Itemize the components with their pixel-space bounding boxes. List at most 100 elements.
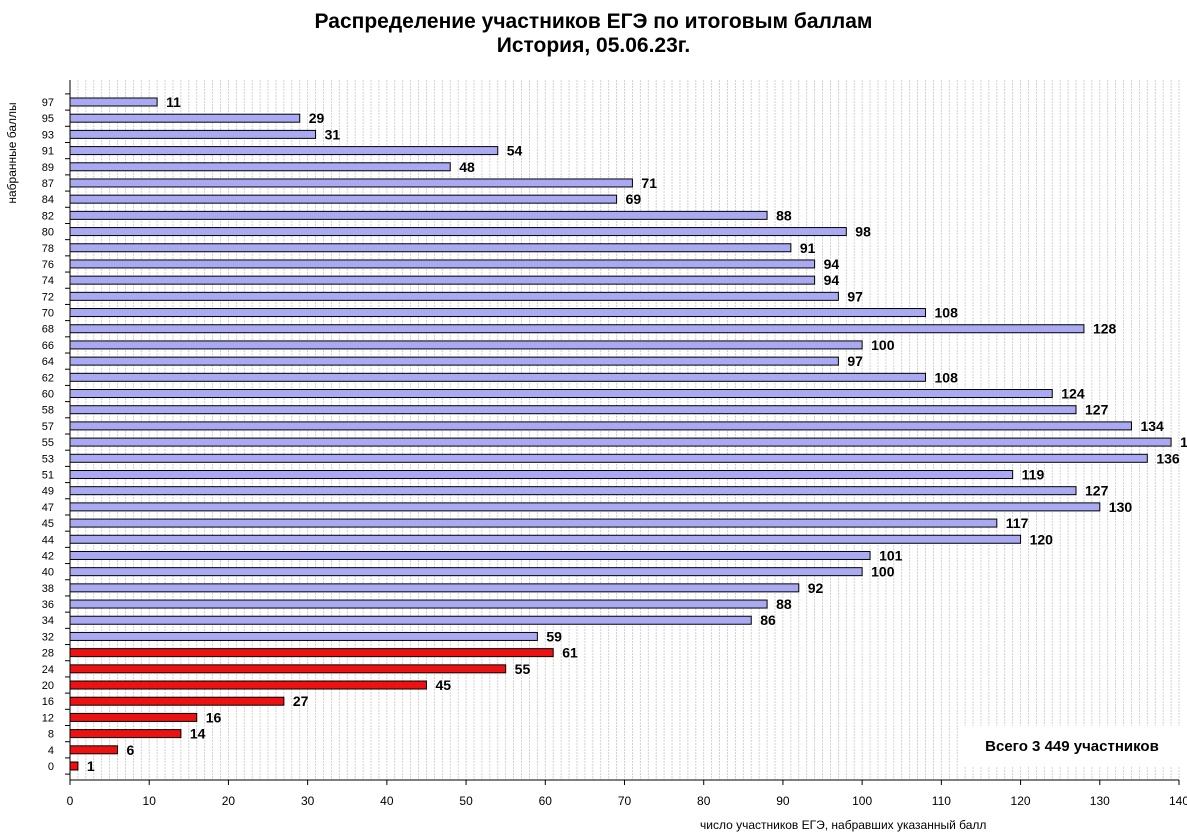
chart-subtitle: История, 05.06.23г.: [496, 34, 691, 57]
bar: [69, 729, 182, 739]
data-label: 69: [626, 191, 642, 207]
x-tick-label: 0: [67, 794, 74, 808]
bar: [69, 324, 1085, 334]
bar: [69, 146, 499, 156]
bar: [69, 502, 1101, 512]
data-label: 86: [760, 612, 776, 628]
y-tick-label: 53: [42, 453, 54, 465]
data-label: 61: [562, 645, 578, 661]
data-label: 120: [1030, 531, 1054, 547]
y-tick-label: 34: [42, 615, 54, 627]
bar: [69, 599, 768, 609]
y-tick-label: 12: [42, 712, 54, 724]
y-tick-label: 76: [42, 259, 54, 271]
y-tick-label: 82: [42, 210, 54, 222]
bar: [69, 178, 633, 188]
x-tick-label: 120: [1011, 794, 1031, 808]
data-label: 134: [1140, 418, 1164, 434]
bar: [69, 453, 1148, 463]
bar: [69, 275, 816, 285]
bar: [69, 129, 317, 139]
data-label: 108: [935, 369, 959, 385]
y-tick-label: 97: [42, 97, 54, 109]
total-annotation: Всего 3 449 участников: [961, 726, 1183, 766]
data-label: 88: [776, 596, 792, 612]
bar: [69, 162, 451, 172]
data-label: 88: [776, 207, 792, 223]
x-tick-label: 40: [380, 794, 394, 808]
y-tick-label: 0: [48, 761, 54, 773]
y-tick-label: 66: [42, 340, 54, 352]
y-tick-label: 74: [42, 275, 54, 287]
data-label: 100: [871, 564, 895, 580]
y-tick-label: 62: [42, 372, 54, 384]
data-label: 59: [546, 628, 562, 644]
bar: [69, 243, 792, 253]
data-label: 136: [1156, 450, 1180, 466]
bar: [69, 696, 285, 706]
bar: [69, 210, 768, 220]
y-tick-label: 95: [42, 113, 54, 125]
x-tick-label: 130: [1090, 794, 1110, 808]
bar: [69, 615, 752, 625]
bar: [69, 469, 1014, 479]
data-label: 45: [435, 677, 451, 693]
data-label: 55: [515, 661, 531, 677]
data-label: 130: [1109, 499, 1133, 515]
data-label: 16: [206, 709, 222, 725]
bar: [69, 372, 927, 382]
x-tick-label: 100: [852, 794, 872, 808]
data-label: 29: [309, 110, 325, 126]
bar: [69, 227, 847, 237]
y-tick-label: 93: [42, 129, 54, 141]
data-label: 127: [1085, 402, 1109, 418]
x-tick-label: 60: [539, 794, 553, 808]
bar: [69, 567, 863, 577]
bar: [69, 308, 927, 318]
y-tick-label: 60: [42, 389, 54, 401]
y-tick-label: 72: [42, 291, 54, 303]
data-label: 98: [855, 224, 871, 240]
y-tick-label: 80: [42, 227, 54, 239]
bar: [69, 518, 998, 528]
y-tick-label: 36: [42, 599, 54, 611]
data-label: 1: [87, 758, 95, 774]
bar: [69, 421, 1132, 431]
data-label: 31: [325, 126, 341, 142]
data-label: 124: [1061, 386, 1085, 402]
bar: [69, 194, 618, 204]
bar: [69, 712, 198, 722]
data-label: 91: [800, 240, 816, 256]
y-tick-label: 87: [42, 178, 54, 190]
x-tick-label: 30: [301, 794, 315, 808]
data-label: 94: [824, 272, 840, 288]
bar: [69, 259, 816, 269]
y-tick-label: 42: [42, 550, 54, 562]
bar: [69, 648, 554, 658]
x-axis-label: число участников ЕГЭ, набравших указанны…: [700, 818, 987, 832]
x-tick-label: 50: [459, 794, 473, 808]
y-tick-label: 20: [42, 680, 54, 692]
bar: [69, 340, 863, 350]
y-tick-label: 64: [42, 356, 54, 368]
y-tick-label: 24: [42, 664, 54, 676]
data-label: 108: [935, 305, 959, 321]
chart-title: Распределение участников ЕГЭ по итоговым…: [314, 10, 873, 33]
bar: [69, 534, 1022, 544]
y-tick-label: 4: [48, 745, 54, 757]
data-label: 117: [1006, 515, 1029, 531]
data-label: 11: [166, 94, 181, 110]
bar: [69, 437, 1172, 447]
y-tick-label: 91: [42, 146, 54, 158]
data-label: 14: [190, 726, 206, 742]
bar: [69, 356, 839, 366]
bar: [69, 583, 800, 593]
data-label: 128: [1093, 321, 1117, 337]
x-tick-label: 110: [932, 794, 951, 808]
y-tick-label: 58: [42, 405, 54, 417]
data-label: 139: [1180, 434, 1187, 450]
bar: [69, 550, 871, 560]
data-label: 94: [824, 256, 840, 272]
data-label: 92: [808, 580, 824, 596]
